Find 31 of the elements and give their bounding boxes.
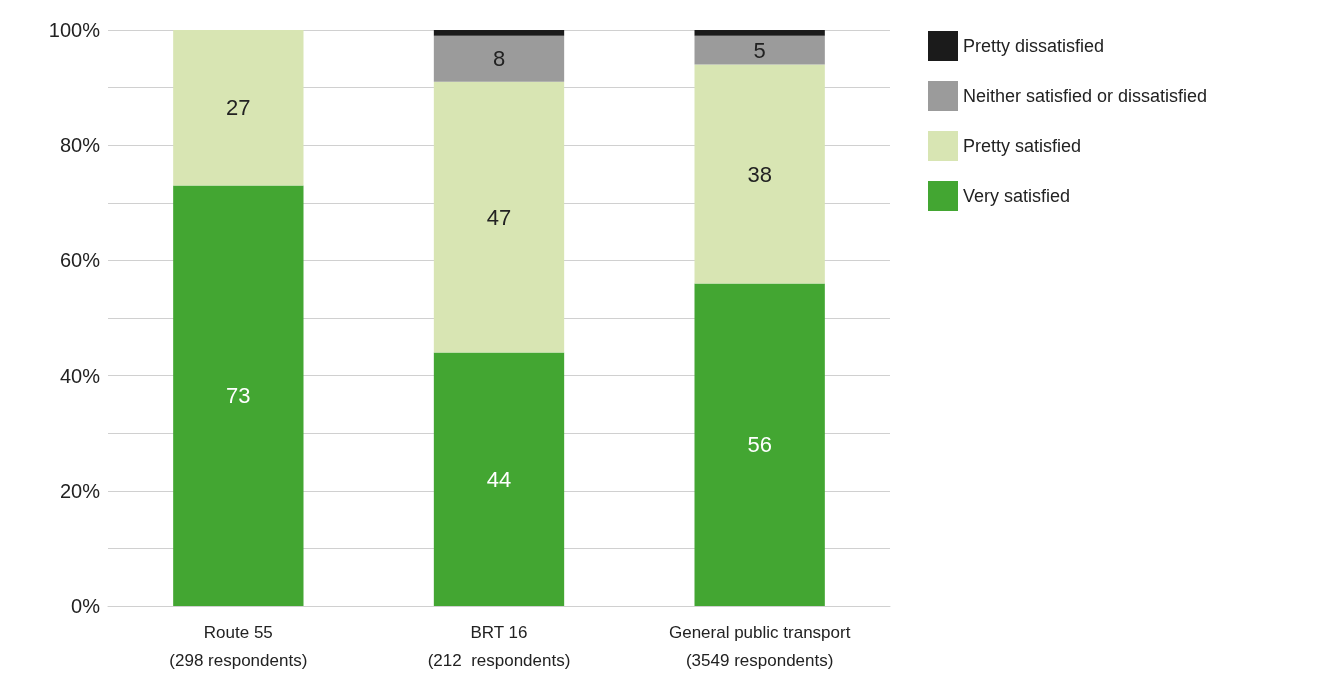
legend-label: Very satisfied	[963, 186, 1071, 206]
data-label: 47	[486, 204, 512, 230]
bar	[433, 30, 565, 36]
legend-label: Neither satisfied or dissatisfied	[963, 86, 1208, 106]
data-label: 27	[226, 95, 251, 121]
legend-label: Pretty satisfied	[963, 136, 1082, 156]
legend-label: Pretty dissatisfied	[963, 36, 1105, 56]
data-label: 56	[747, 432, 772, 458]
bar	[433, 35, 565, 82]
x-tick-label: General public transport (3549 respondents)	[668, 622, 851, 670]
data-label: 73	[226, 383, 251, 409]
data-label: 5	[753, 37, 766, 63]
bar	[173, 30, 304, 186]
bar	[433, 352, 565, 606]
bar	[694, 35, 825, 65]
x-tick-label: Route 55 (298 respondents)	[169, 622, 308, 670]
data-label: 44	[486, 466, 512, 492]
x-tick-label: BRT 16 (212 respondents)	[427, 622, 571, 670]
y-tick-label: 100%	[48, 19, 101, 41]
bar	[694, 30, 825, 36]
y-tick-label: 0%	[71, 595, 101, 617]
bar	[173, 185, 304, 606]
bar	[433, 81, 565, 353]
data-label: 8	[492, 46, 506, 72]
y-tick-label: 80%	[59, 134, 101, 157]
data-label: 38	[747, 161, 772, 187]
bar	[694, 283, 825, 606]
bar	[694, 64, 825, 284]
y-tick-label: 60%	[59, 249, 101, 272]
y-tick-label: 20%	[59, 479, 101, 502]
y-tick-label: 40%	[59, 364, 101, 387]
